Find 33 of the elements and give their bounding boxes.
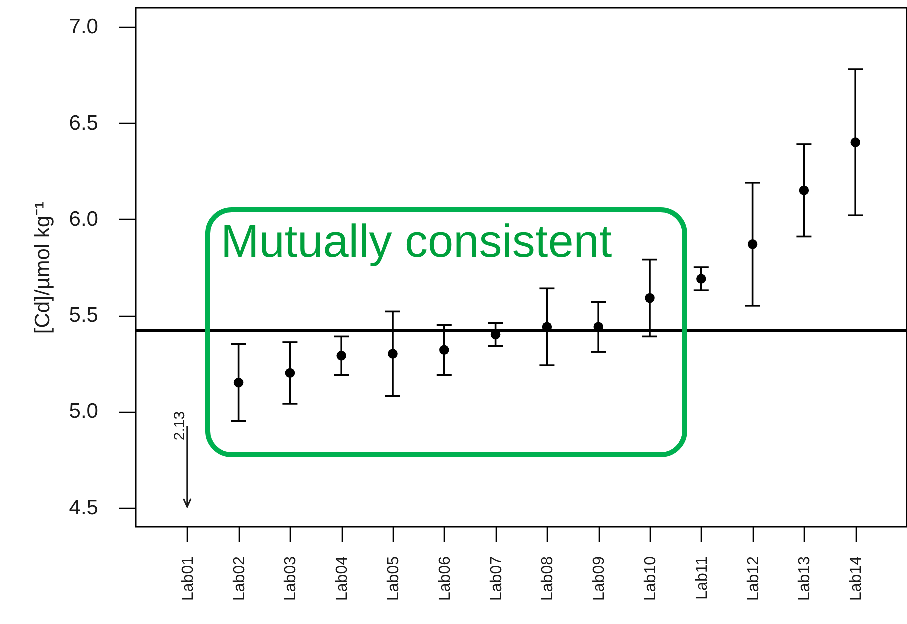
x-tick-label: Lab13 [796,556,814,601]
x-tick-label: Lab10 [642,556,660,601]
point [748,240,758,250]
point [285,368,296,378]
annotation: Mutually consistent [220,215,612,267]
point [336,351,346,361]
x-tick-label: Lab12 [745,556,762,601]
x-tick-label: Lab04 [334,556,352,601]
x-tick-label: Lab11 [694,556,711,600]
x-tick-label: Lab14 [848,556,866,601]
y-tick-label: 4.5 [69,496,98,520]
x-tick-label: Lab01 [180,556,197,601]
x-tick-label: Lab06 [436,556,454,601]
x-tick-label: Lab02 [231,556,248,601]
x-tick-label: Lab05 [386,556,402,601]
y-tick-label: 5.5 [69,304,98,328]
x-tick-label: Lab09 [591,556,608,601]
y-tick-label: 6.0 [69,208,98,231]
y-tick-label: 5.0 [69,400,98,424]
y-tick-label: 7.0 [69,16,98,39]
point [799,186,810,196]
x-tick-label: Lab08 [540,556,557,601]
x-tick-label: Lab03 [282,556,300,601]
y-tick-label: 6.5 [69,112,98,135]
point [696,274,706,284]
point [645,293,655,304]
point [234,378,244,388]
x-tick-label: Lab07 [488,556,506,601]
annotation: 2.13 [171,411,188,441]
point [440,345,450,356]
point [388,349,398,359]
point [850,138,860,148]
y-axis-title: [Cd]/µmol kg⁻¹ [31,202,54,334]
